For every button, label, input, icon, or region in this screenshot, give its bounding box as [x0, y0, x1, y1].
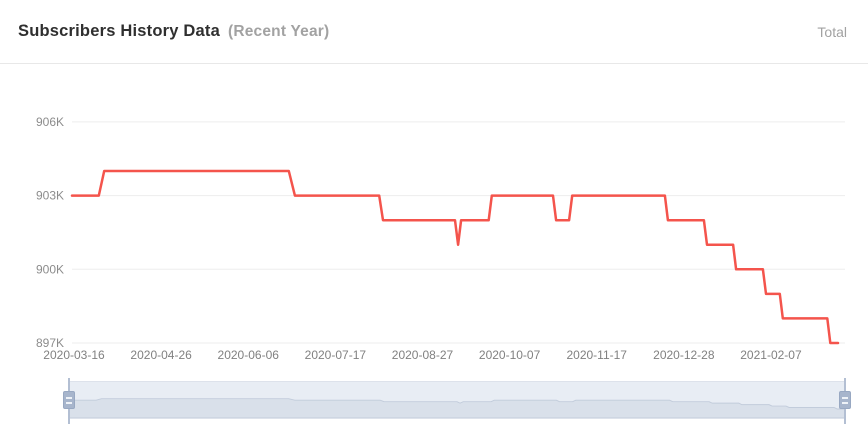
x-tick-label: 2021-02-07	[740, 348, 802, 362]
datazoom-slider[interactable]	[63, 378, 851, 424]
x-tick-label: 2020-04-26	[130, 348, 192, 362]
series-line-total[interactable]	[70, 169, 840, 345]
x-tick-label: 2020-12-28	[653, 348, 715, 362]
grip-stripe	[66, 401, 72, 404]
card-header: Subscribers History Data (Recent Year) T…	[0, 0, 868, 63]
y-tick-label: 900K	[36, 262, 64, 276]
datazoom-right-handle-grip-icon[interactable]	[839, 391, 851, 409]
y-tick-label: 906K	[36, 115, 64, 129]
grip-stripe	[842, 401, 848, 404]
datazoom-mini-area	[69, 398, 845, 418]
line-chart[interactable]: 906K 903K 900K 897K 2020-03-16 2020-04-26 2020…	[0, 64, 868, 364]
y-tick-label: 897K	[36, 336, 64, 350]
series-legend-total[interactable]: Total	[817, 23, 847, 40]
x-tick-label: 2020-07-17	[305, 348, 367, 362]
datazoom-left-handle-grip-icon[interactable]	[63, 391, 75, 409]
x-tick-label: 2020-08-27	[392, 348, 454, 362]
header-divider	[0, 63, 868, 64]
y-tick-label: 903K	[36, 189, 64, 203]
grip-stripe	[66, 396, 72, 399]
datazoom-mini-chart	[69, 398, 845, 418]
grip-stripe	[842, 396, 848, 399]
title-wrap: Subscribers History Data (Recent Year)	[18, 22, 329, 41]
x-tick-label: 2020-10-07	[479, 348, 541, 362]
x-tick-label: 2020-03-16	[43, 348, 105, 362]
page-title: Subscribers History Data	[18, 22, 220, 40]
x-tick-label: 2020-06-06	[218, 348, 280, 362]
x-tick-label: 2020-11-17	[566, 348, 627, 362]
page-subtitle: (Recent Year)	[227, 23, 330, 40]
